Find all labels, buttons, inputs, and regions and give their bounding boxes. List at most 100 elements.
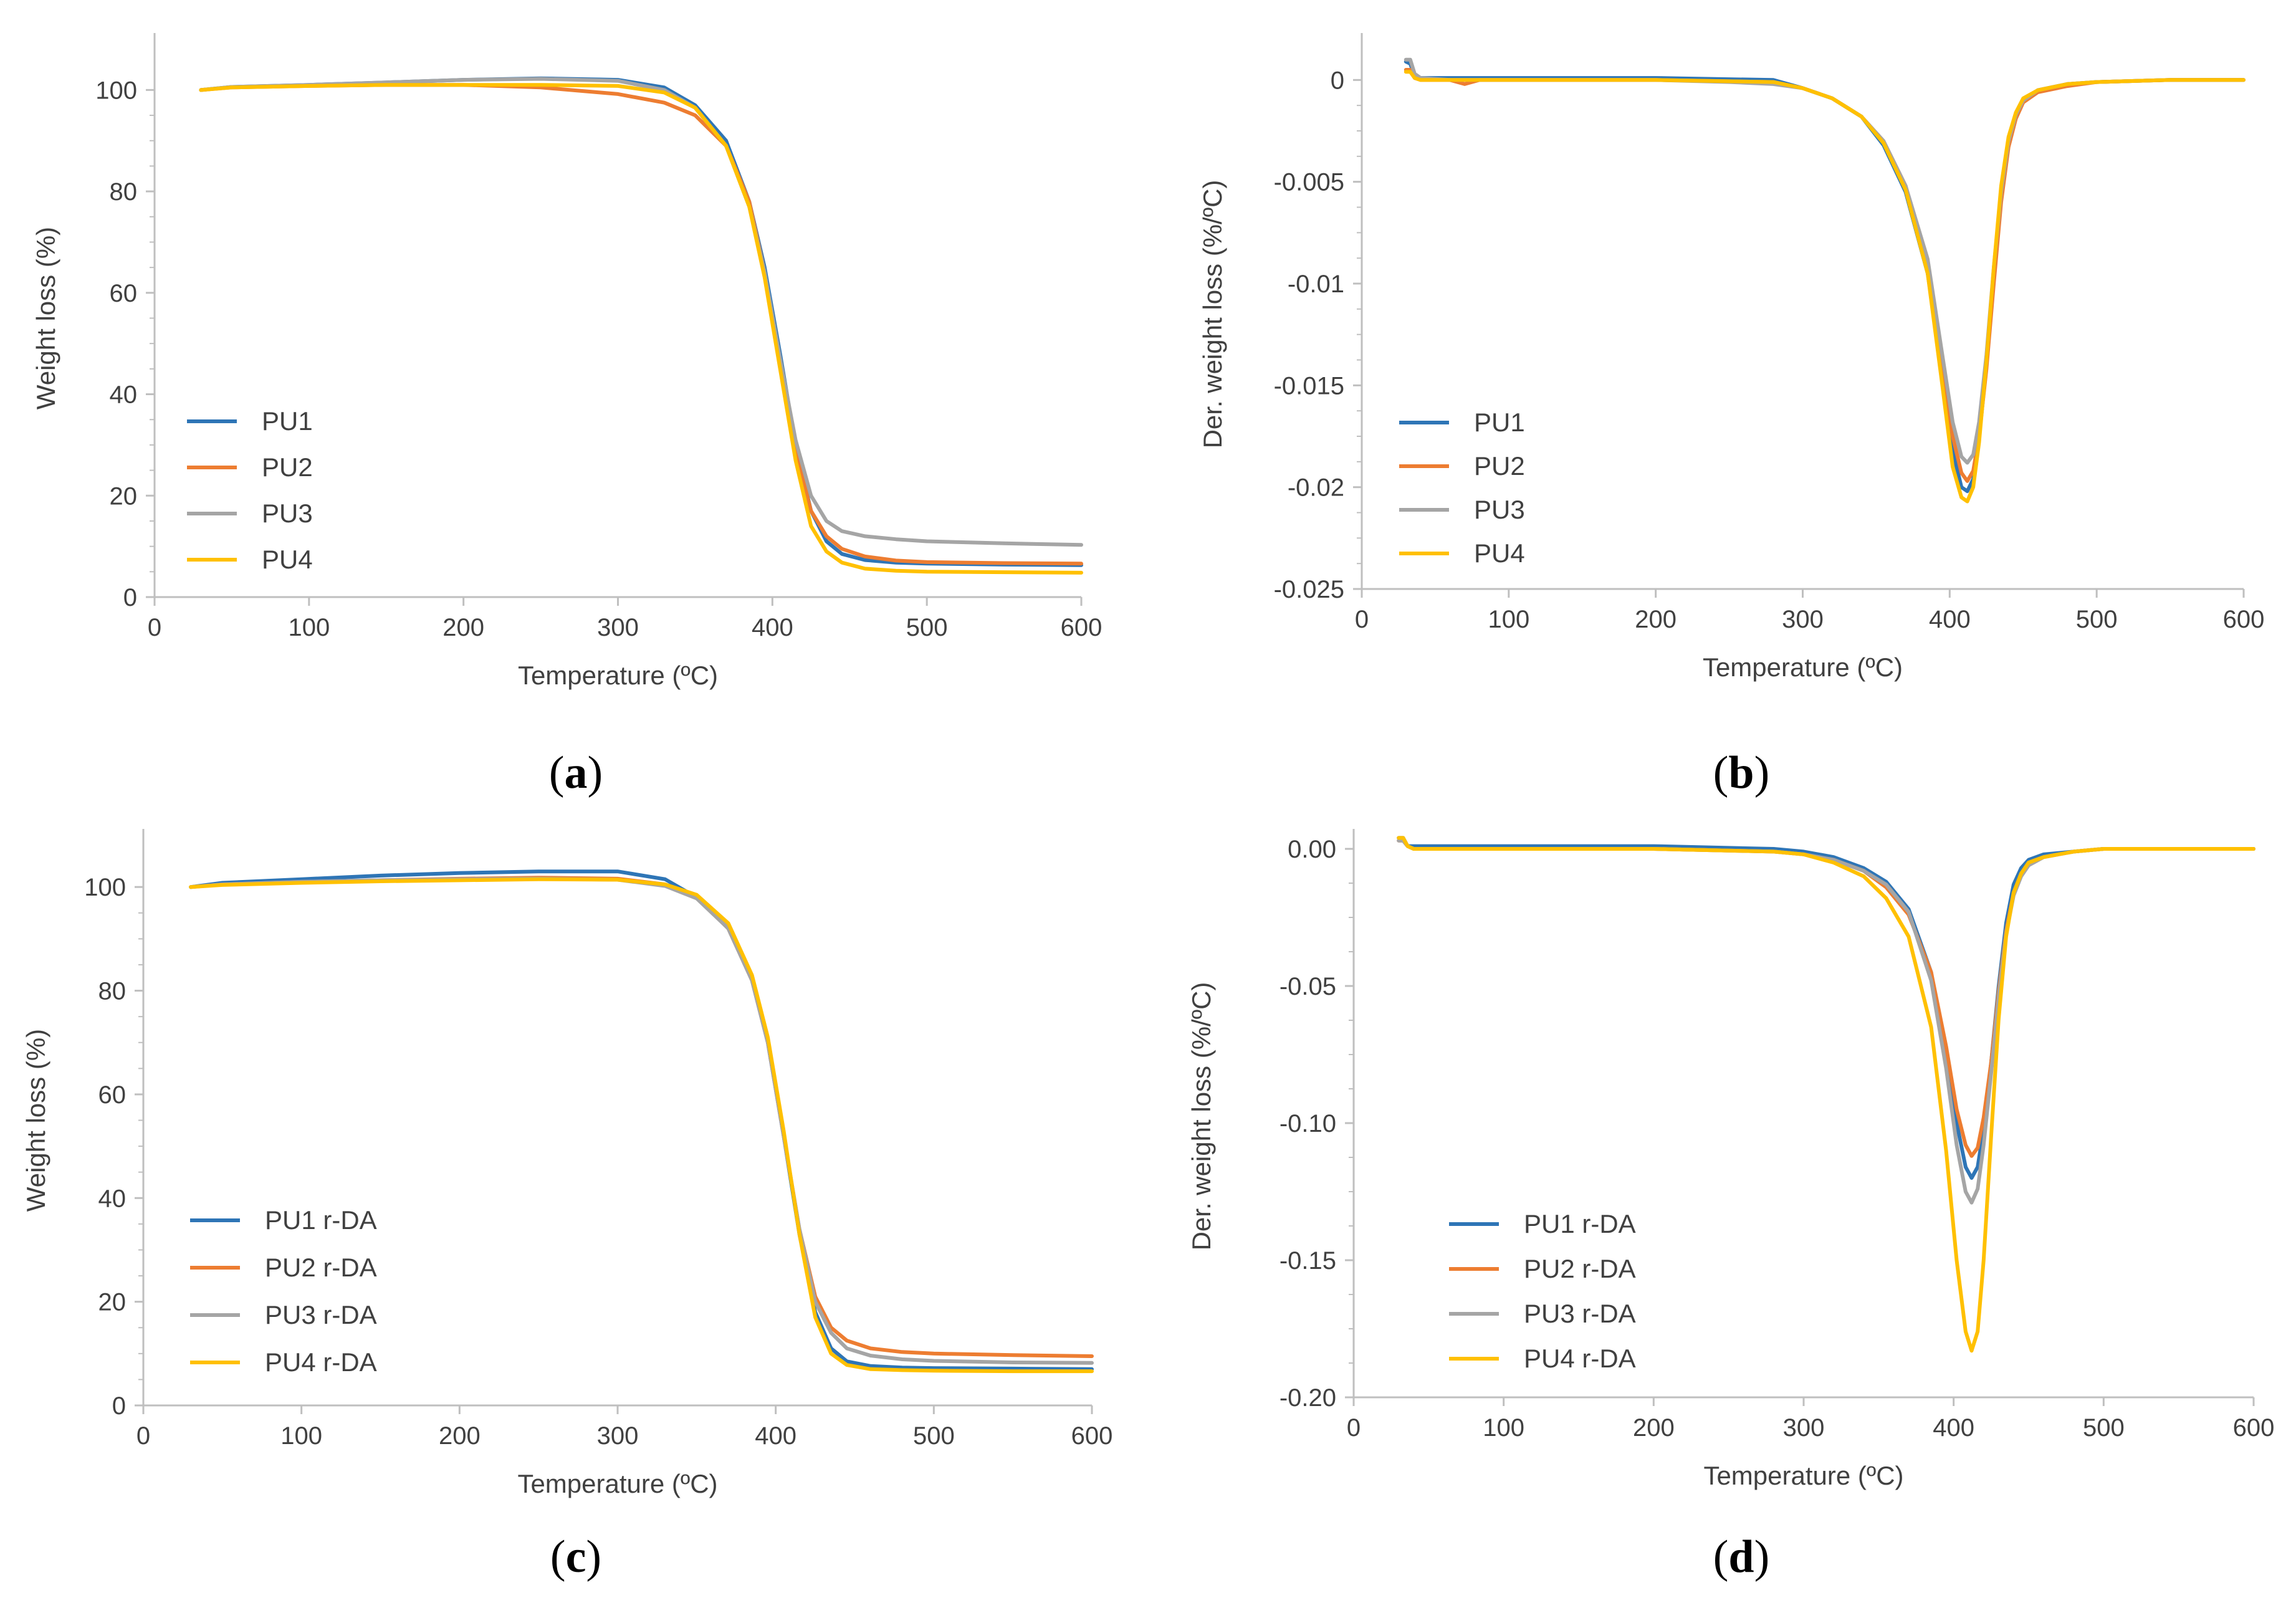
x-tick-label: 600 [2233, 1414, 2275, 1442]
x-tick-label: 600 [2223, 606, 2265, 633]
x-tick-label: 0 [1355, 606, 1369, 633]
y-tick-label: -0.005 [1274, 169, 1344, 196]
legend-label: PU2 [262, 452, 313, 482]
y-axis-title: Weight loss (%) [31, 227, 60, 409]
y-tick-label: -0.10 [1280, 1110, 1336, 1137]
y-tick-label: 60 [110, 280, 138, 307]
y-tick-label: -0.15 [1280, 1247, 1336, 1275]
x-tick-label: 600 [1071, 1422, 1113, 1450]
series-line-pu1 [1404, 59, 2246, 494]
chart-panel-d: 0.00 -0.05 -0.10 -0.15 -0.20 0 100 200 300 400 500… [1187, 829, 2274, 1582]
series-line-pu1-r-da [1397, 836, 2255, 1180]
x-tick-label: 200 [442, 614, 484, 641]
x-tick-label: 100 [1488, 606, 1529, 633]
panel-caption: (d) [1713, 1531, 1769, 1582]
series-line-pu3 [199, 77, 1083, 547]
chart-panel-c: 0 20 40 60 80 100 0 100 200 300 400 500 600 Temperatu… [21, 829, 1112, 1582]
series-line-pu2 [1404, 68, 2246, 483]
x-axis-title: Temperature (ºC) [1703, 653, 1903, 682]
y-tick-label: -0.025 [1274, 576, 1344, 603]
x-tick-label: 100 [280, 1422, 322, 1450]
x-tick-label: 200 [1635, 606, 1677, 633]
x-tick-label: 300 [1783, 1414, 1825, 1442]
legend-label: PU4 r-DA [265, 1347, 377, 1377]
x-tick-label: 300 [597, 1422, 639, 1450]
series-line-pu3-r-da [1397, 838, 2255, 1205]
x-tick-label: 0 [148, 614, 161, 641]
y-tick-label: 0 [123, 584, 137, 611]
legend-label: PU4 r-DA [1524, 1344, 1636, 1373]
y-tick-label: -0.20 [1280, 1384, 1336, 1412]
series-line-pu3-r-da [189, 876, 1094, 1365]
legend-label: PU3 r-DA [1524, 1299, 1636, 1328]
x-tick-label: 100 [288, 614, 330, 641]
x-tick-label: 400 [752, 614, 793, 641]
x-tick-label: 0 [1347, 1414, 1361, 1442]
series-line-pu2-r-da [1397, 838, 2255, 1158]
panel-caption: (b) [1713, 747, 1769, 798]
x-tick-label: 300 [597, 614, 639, 641]
legend-label: PU1 [262, 406, 313, 436]
series-line-pu3 [1404, 57, 2246, 465]
series-line-pu4-r-da [189, 877, 1094, 1374]
x-tick-label: 400 [1929, 606, 1971, 633]
legend-label: PU2 [1474, 451, 1525, 481]
y-axis-title: Weight loss (%) [21, 1029, 50, 1212]
y-tick-label: 0.00 [1288, 836, 1336, 863]
chart-panel-b: 0 -0.005 -0.01 -0.015 -0.02 -0.025 0 100 200 300 4… [1198, 33, 2264, 798]
y-tick-label: 80 [110, 178, 138, 206]
x-axis-title: Temperature (ºC) [1703, 1461, 1903, 1490]
y-tick-label: 100 [84, 874, 126, 901]
y-axis-title: Der. weight loss (%/ºC) [1187, 982, 1216, 1251]
panel-caption: (c) [550, 1531, 601, 1582]
y-tick-label: -0.01 [1288, 270, 1344, 298]
x-tick-label: 200 [439, 1422, 481, 1450]
series-line-pu4-r-da [1397, 836, 2255, 1353]
legend-label: PU1 r-DA [265, 1205, 377, 1235]
x-tick-label: 300 [1782, 606, 1824, 633]
y-tick-label: 60 [98, 1081, 127, 1109]
x-tick-label: 600 [1061, 614, 1103, 641]
chart-panel-a: 0 20 40 60 80 100 0 100 200 300 400 500 600 Temperatu… [31, 33, 1102, 798]
x-tick-label: 400 [755, 1422, 796, 1450]
x-axis-title: Temperature (ºC) [517, 1469, 717, 1498]
x-axis-title: Temperature (ºC) [518, 661, 718, 690]
y-tick-label: 40 [98, 1185, 127, 1212]
legend-label: PU1 [1474, 408, 1525, 437]
y-tick-label: 20 [98, 1289, 127, 1316]
series-line-pu1 [199, 76, 1083, 567]
y-tick-label: 0 [112, 1392, 126, 1420]
x-tick-label: 500 [906, 614, 948, 641]
series-line-pu2-r-da [189, 876, 1094, 1358]
series-line-pu1-r-da [189, 869, 1094, 1371]
y-tick-label: -0.02 [1288, 474, 1344, 502]
x-tick-label: 500 [913, 1422, 955, 1450]
legend-label: PU4 [262, 545, 313, 574]
legend-label: PU1 r-DA [1524, 1209, 1636, 1238]
x-tick-label: 200 [1633, 1414, 1675, 1442]
x-tick-label: 100 [1483, 1414, 1524, 1442]
legend-label: PU3 r-DA [265, 1300, 377, 1329]
legend-label: PU3 [1474, 495, 1525, 524]
legend-label: PU3 [262, 499, 313, 528]
series-line-pu2 [199, 83, 1083, 566]
y-tick-label: 20 [110, 482, 138, 510]
y-tick-label: 0 [1331, 67, 1344, 94]
x-tick-label: 500 [2083, 1414, 2125, 1442]
y-tick-label: 40 [110, 381, 138, 409]
y-tick-label: -0.05 [1280, 973, 1336, 1000]
legend-label: PU2 r-DA [1524, 1254, 1636, 1283]
y-tick-label: 100 [95, 77, 137, 104]
y-tick-label: -0.015 [1274, 372, 1344, 400]
x-tick-label: 500 [2076, 606, 2118, 633]
x-tick-label: 0 [136, 1422, 150, 1450]
x-tick-label: 400 [1933, 1414, 1974, 1442]
legend-label: PU4 [1474, 538, 1525, 568]
panel-caption: (a) [549, 747, 603, 798]
series-line-pu4 [1404, 70, 2246, 504]
series-line-pu4 [199, 83, 1083, 575]
y-tick-label: 80 [98, 978, 127, 1005]
y-axis-title: Der. weight loss (%/ºC) [1198, 180, 1227, 449]
legend-label: PU2 r-DA [265, 1253, 377, 1282]
